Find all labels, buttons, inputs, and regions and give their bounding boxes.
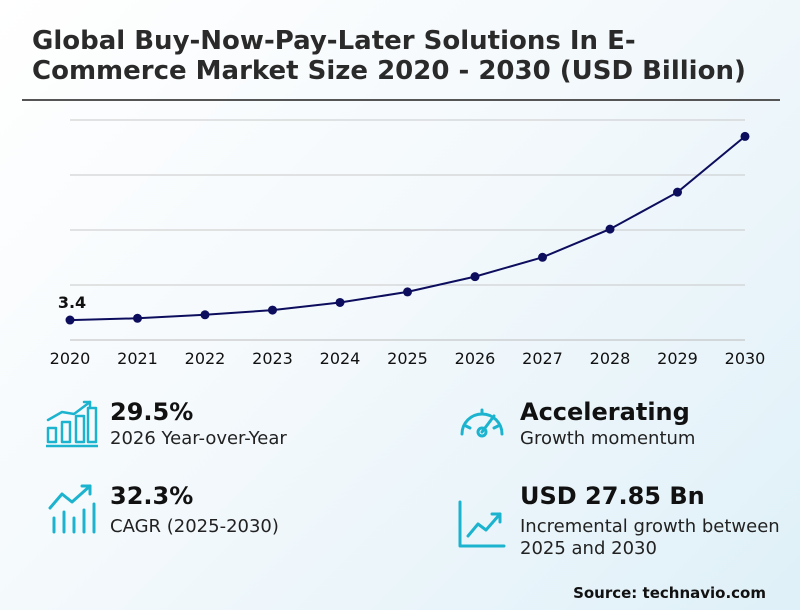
x-tick-label: 2028 bbox=[590, 349, 631, 368]
kpi-momentum: Accelerating Growth momentum bbox=[456, 398, 776, 458]
x-tick-label: 2023 bbox=[252, 349, 293, 368]
data-point bbox=[538, 252, 547, 262]
gridlines bbox=[70, 119, 745, 341]
kpi-value: 32.3% bbox=[110, 482, 194, 510]
kpi-cagr: 32.3% CAGR (2025-2030) bbox=[46, 482, 366, 542]
x-tick-label: 2025 bbox=[387, 349, 428, 368]
data-label: 3.4 bbox=[58, 293, 86, 312]
x-tick-label: 2026 bbox=[455, 349, 496, 368]
title-divider bbox=[22, 99, 780, 101]
data-point bbox=[133, 313, 142, 323]
data-point bbox=[200, 310, 210, 320]
kpi-value: Accelerating bbox=[520, 398, 690, 426]
kpi-yoy: 29.5% 2026 Year-over-Year bbox=[46, 398, 366, 458]
line-trend-icon bbox=[458, 500, 506, 548]
line-chart: 2020 2021 2022 2023 2024 2025 2026 2027 2028 2029… bbox=[50, 119, 766, 368]
data-point bbox=[403, 287, 412, 297]
data-points bbox=[65, 131, 750, 325]
data-point bbox=[605, 224, 615, 234]
data-point bbox=[268, 305, 277, 315]
kpi-value: USD 27.85 Bn bbox=[520, 482, 705, 510]
x-tick-label: 2024 bbox=[320, 349, 361, 368]
source-credit: Source: technavio.com bbox=[573, 584, 766, 602]
data-point bbox=[335, 297, 345, 307]
data-point bbox=[65, 315, 75, 325]
data-labels: 3.4 bbox=[58, 293, 86, 312]
trend-bars-icon bbox=[48, 484, 96, 534]
kpi-incremental: USD 27.85 Bn Incremental growth between … bbox=[456, 482, 780, 568]
bar-growth-icon bbox=[46, 400, 98, 448]
data-point bbox=[470, 272, 480, 282]
gauge-icon bbox=[460, 408, 504, 438]
x-tick-label: 2022 bbox=[185, 349, 226, 368]
kpi-desc: 2026 Year-over-Year bbox=[110, 428, 287, 449]
x-tick-label: 2020 bbox=[50, 349, 91, 368]
x-axis-ticks: 2020 2021 2022 2023 2024 2025 2026 2027 2028 2029… bbox=[50, 349, 766, 368]
kpi-desc: Growth momentum bbox=[520, 428, 696, 449]
data-point bbox=[740, 131, 750, 141]
x-tick-label: 2027 bbox=[522, 349, 563, 368]
kpi-desc: CAGR (2025-2030) bbox=[110, 516, 279, 537]
x-tick-label: 2021 bbox=[117, 349, 158, 368]
kpi-value: 29.5% bbox=[110, 398, 194, 426]
data-point bbox=[673, 187, 682, 197]
kpi-desc: Incremental growth between 2025 and 2030 bbox=[520, 516, 780, 559]
x-tick-label: 2029 bbox=[657, 349, 698, 368]
x-tick-label: 2030 bbox=[725, 349, 766, 368]
chart-title: Global Buy-Now-Pay-Later Solutions In E-… bbox=[32, 26, 746, 86]
